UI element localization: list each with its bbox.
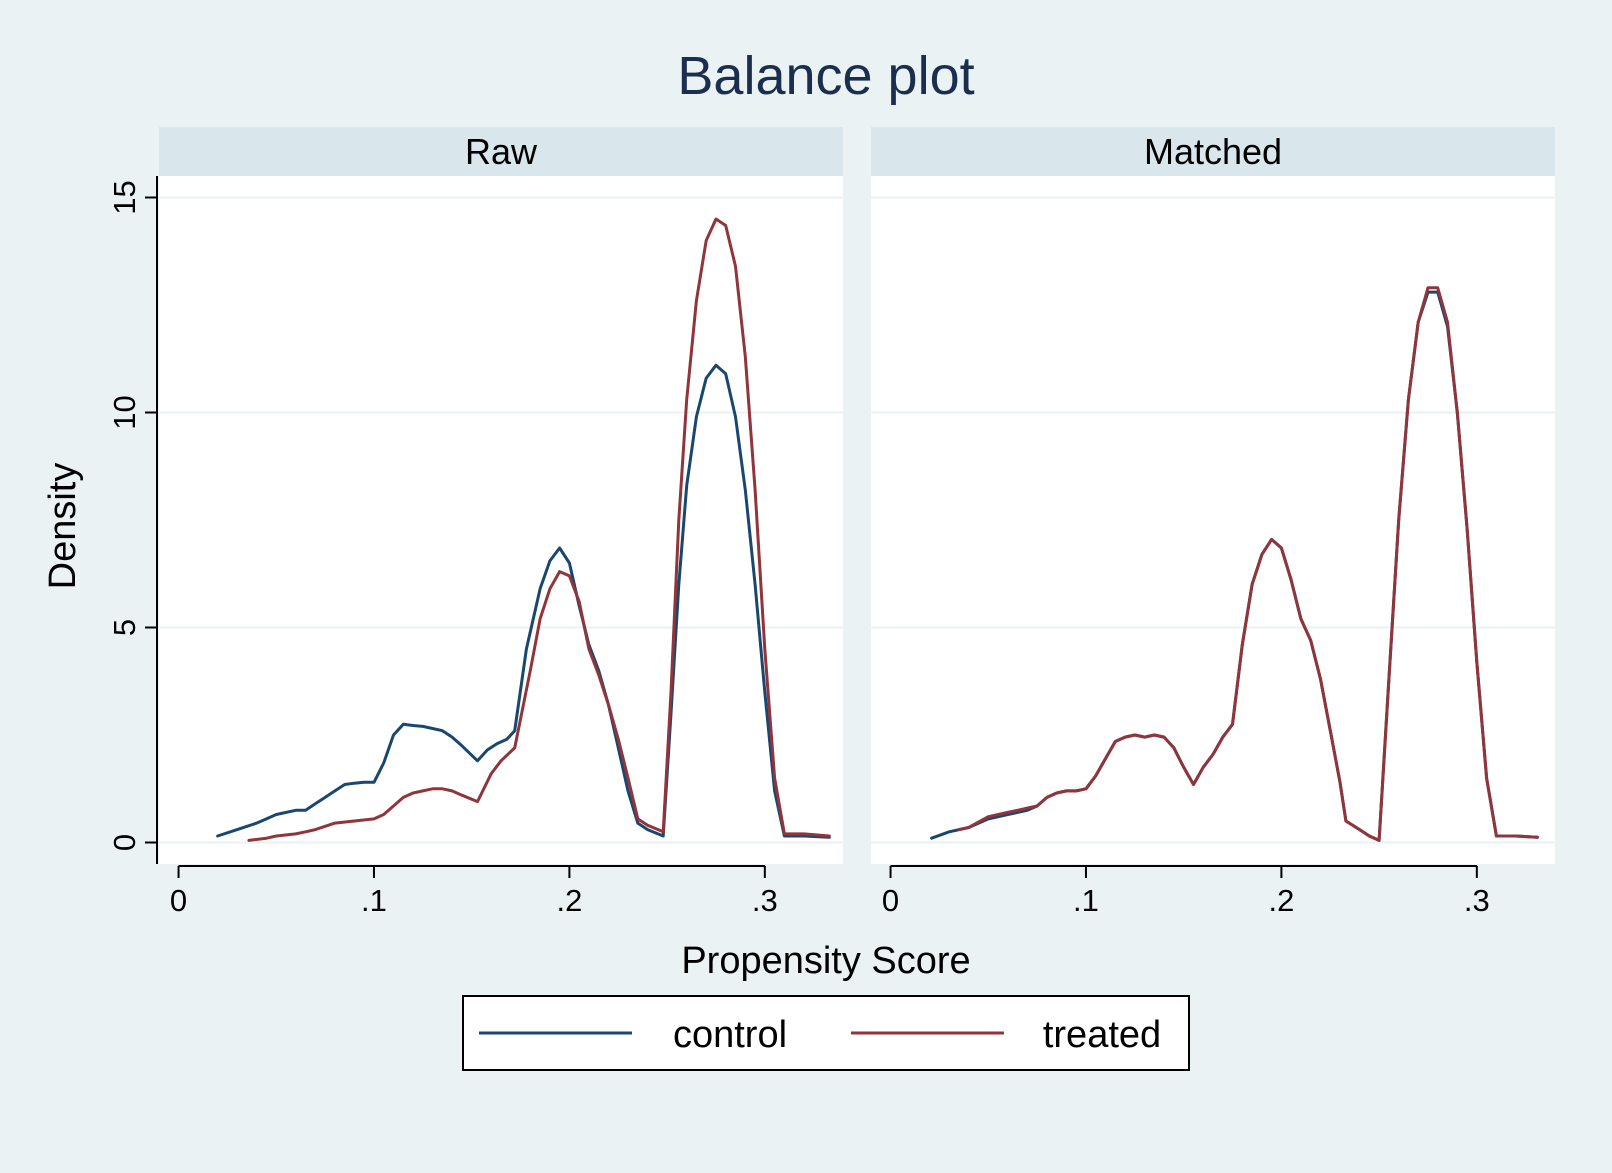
x-tick-label-.1: .1: [361, 883, 387, 918]
panel-raw: Raw: [159, 127, 843, 864]
lines-matched: [930, 286, 1539, 842]
x-tick-label-.3: .3: [1464, 883, 1490, 918]
series-line-treated: [957, 286, 1539, 842]
x-axis-matched: 0 .1 .2 .3: [882, 865, 1490, 918]
y-tick-label-15: 15: [107, 180, 142, 214]
plot-area-raw: [159, 176, 843, 864]
panel-strip-raw: [159, 127, 843, 176]
panel-label-raw: Raw: [465, 131, 538, 172]
series-line-treated: [247, 217, 831, 842]
x-axis-raw: 0 .1 .2 .3: [170, 865, 778, 918]
legend-label-treated: treated: [1043, 1014, 1161, 1056]
x-tick-label-.2: .2: [556, 883, 582, 918]
grid-matched: [871, 196, 1555, 844]
panel-strip-matched: [871, 127, 1555, 176]
y-axis-title: Density: [42, 463, 84, 590]
x-axis-title: Propensity Score: [681, 940, 970, 982]
y-tick-label-10: 10: [107, 395, 142, 429]
panel-matched: Matched: [871, 127, 1555, 864]
chart-title: Balance plot: [677, 46, 974, 106]
grid-raw: [159, 196, 843, 844]
legend-label-control: control: [673, 1014, 787, 1056]
x-tick-label-.2: .2: [1268, 883, 1294, 918]
y-tick-label-5: 5: [107, 619, 142, 636]
x-tick-label-0: 0: [882, 883, 899, 918]
x-tick-label-.1: .1: [1073, 883, 1099, 918]
legend: control treated: [462, 995, 1190, 1071]
plot-area-matched: [871, 176, 1555, 864]
lines-raw: [216, 217, 831, 842]
y-tick-label-0: 0: [107, 834, 142, 851]
panel-label-matched: Matched: [1144, 131, 1282, 172]
x-tick-label-0: 0: [170, 883, 187, 918]
y-axis: 0 5 10 15: [107, 176, 158, 864]
series-line-control: [216, 363, 831, 839]
x-tick-label-.3: .3: [752, 883, 778, 918]
